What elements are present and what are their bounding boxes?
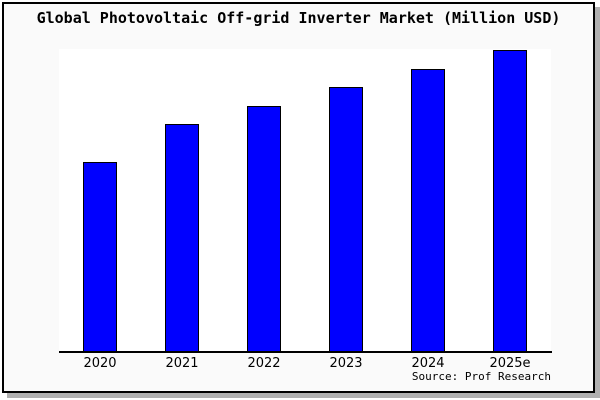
- bar-slot: [387, 49, 469, 351]
- bar-slot: [223, 49, 305, 351]
- chart-frame: Global Photovoltaic Off-grid Inverter Ma…: [2, 2, 595, 393]
- bar-2025e: [493, 50, 527, 351]
- x-tick-label-2025e: 2025e: [489, 356, 531, 371]
- x-tick-label-2022: 2022: [247, 356, 281, 371]
- bar-2021: [165, 124, 199, 351]
- plot-area: [59, 49, 551, 351]
- bar-slot: [305, 49, 387, 351]
- bar-slot: [141, 49, 223, 351]
- x-axis-labels: 2020 2021 2022 2023 2024 2025e: [59, 356, 551, 371]
- x-tick-label-2020: 2020: [83, 356, 117, 371]
- bar-slot: [59, 49, 141, 351]
- bar-2022: [247, 106, 281, 351]
- chart-title: Global Photovoltaic Off-grid Inverter Ma…: [36, 9, 561, 27]
- x-tick-label-2021: 2021: [165, 356, 199, 371]
- bar-2023: [329, 87, 363, 351]
- x-axis-line: [59, 351, 552, 353]
- bar-2020: [83, 162, 117, 351]
- x-tick-label-2024: 2024: [411, 356, 445, 371]
- x-tick-label-2023: 2023: [329, 356, 363, 371]
- bar-2024: [411, 69, 445, 351]
- bar-slot: [469, 49, 551, 351]
- source-credit: Source: Prof Research: [411, 370, 551, 383]
